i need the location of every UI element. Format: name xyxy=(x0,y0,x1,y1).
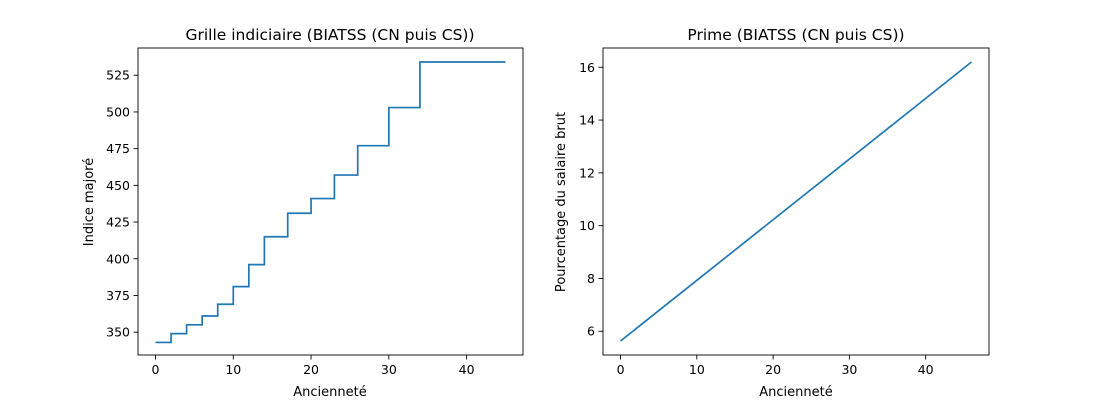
x-tick-label: 30 xyxy=(841,362,857,377)
x-tick-label: 20 xyxy=(765,362,781,377)
x-tick-label: 10 xyxy=(689,362,705,377)
y-tick-label: 6 xyxy=(587,324,595,339)
y-tick-label: 525 xyxy=(106,68,130,83)
chart-title: Grille indiciaire (BIATSS (CN puis CS)) xyxy=(185,26,474,44)
y-axis-label: Pourcentage du salaire brut xyxy=(554,112,569,292)
chart-prime: Prime (BIATSS (CN puis CS)) 0 10 20 30 40 6 8 1… xyxy=(554,26,990,400)
y-tick-label: 500 xyxy=(106,104,130,119)
x-tick-label: 40 xyxy=(459,362,475,377)
x-tick-label: 0 xyxy=(617,362,625,377)
x-tick-label: 10 xyxy=(225,362,241,377)
y-tick-label: 8 xyxy=(587,271,595,286)
x-tick-label: 20 xyxy=(303,362,319,377)
x-tick-label: 30 xyxy=(381,362,397,377)
x-tick-label: 0 xyxy=(152,362,160,377)
y-tick-label: 14 xyxy=(579,113,595,128)
plot-area: 0 10 20 30 40 6 8 10 12 14 16 xyxy=(579,47,990,377)
y-tick-label: 400 xyxy=(106,251,130,266)
axes-frame xyxy=(137,47,524,356)
chart-title: Prime (BIATSS (CN puis CS)) xyxy=(687,26,904,44)
y-tick-label: 450 xyxy=(106,178,130,193)
y-tick-label: 425 xyxy=(106,215,130,230)
x-axis-label: Ancienneté xyxy=(759,385,832,400)
y-tick-label: 350 xyxy=(106,325,130,340)
y-tick-label: 12 xyxy=(579,165,595,180)
series-line-0 xyxy=(155,61,506,344)
y-tick-label: 375 xyxy=(106,288,130,303)
chart-grille-indiciaire: Grille indiciaire (BIATSS (CN puis CS)) … xyxy=(82,26,524,400)
plot-area: 0 10 20 30 40 350 375 400 425 450 475 500 525 xyxy=(106,47,524,377)
y-axis-label: Indice majoré xyxy=(82,158,97,246)
y-tick-label: 16 xyxy=(579,60,595,75)
axes-frame xyxy=(602,47,990,356)
x-tick-label: 40 xyxy=(918,362,934,377)
y-tick-label: 475 xyxy=(106,141,130,156)
x-axis-label: Ancienneté xyxy=(293,385,366,400)
series-line-0 xyxy=(620,61,972,342)
y-tick-label: 10 xyxy=(579,218,595,233)
